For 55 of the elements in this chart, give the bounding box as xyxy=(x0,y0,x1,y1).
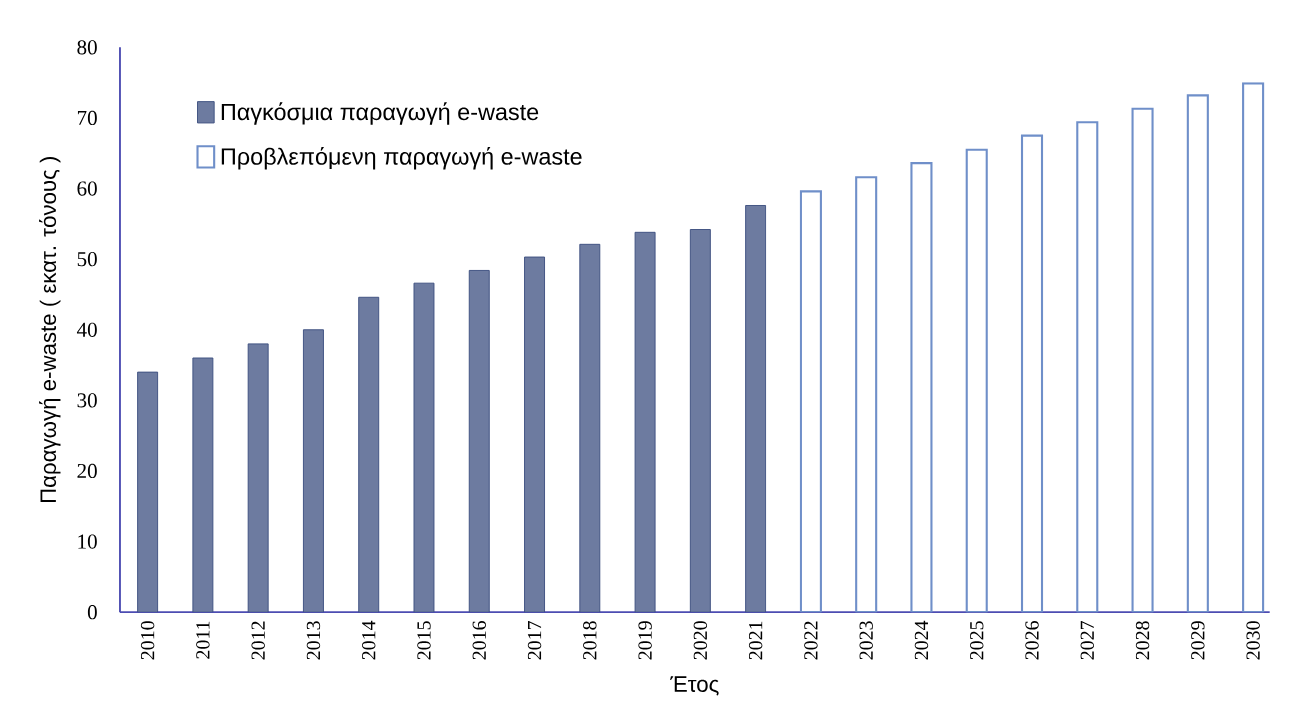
bar xyxy=(910,162,933,613)
x-axis-title: Έτος xyxy=(670,676,719,696)
bar xyxy=(1076,121,1099,613)
x-tick-label: 2020 xyxy=(693,621,708,660)
bar xyxy=(1020,134,1044,613)
y-tick-label: 30 xyxy=(77,393,97,408)
x-tick-label: 2023 xyxy=(859,621,873,660)
legend-label: Προβλεπόμενη παραγωγή e-waste xyxy=(221,146,582,170)
legend-label: Παγκόσμια παραγωγή e-waste xyxy=(221,102,539,125)
y-tick-label: 50 xyxy=(77,251,97,267)
y-tick-label: 60 xyxy=(77,181,97,196)
x-tick-label: 2029 xyxy=(1191,621,1205,660)
x-tick-label: 2012 xyxy=(251,621,265,660)
y-tick-label: 0 xyxy=(87,604,97,620)
bar xyxy=(413,282,435,613)
y-tick-label: 20 xyxy=(77,463,97,479)
x-tick-label: 2024 xyxy=(914,620,929,660)
x-tick-label: 2021 xyxy=(748,621,763,660)
bar xyxy=(1131,107,1154,613)
y-tick-label: 80 xyxy=(77,40,97,55)
y-axis-title: Παραγωγή e-waste ( εκατ. τόνους ) xyxy=(39,156,61,503)
y-tick-label: 10 xyxy=(78,534,97,549)
y-tick-label: 40 xyxy=(76,322,97,337)
bar xyxy=(634,231,656,613)
bar xyxy=(468,269,490,613)
bar xyxy=(524,256,546,613)
x-tick-label: 2030 xyxy=(1246,621,1260,660)
x-tick-label: 2011 xyxy=(196,621,210,659)
x-tick-label: 2014 xyxy=(362,620,376,660)
bar xyxy=(689,228,711,613)
x-tick-label: 2017 xyxy=(527,620,542,660)
x-tick-label: 2013 xyxy=(306,621,321,660)
bar xyxy=(745,204,767,613)
bar xyxy=(192,357,214,613)
x-tick-label: 2022 xyxy=(804,621,818,660)
x-tick-label: 2027 xyxy=(1080,620,1094,660)
bar xyxy=(302,329,324,613)
x-tick-label: 2026 xyxy=(1025,620,1039,660)
bar xyxy=(1242,82,1265,613)
x-tick-label: 2019 xyxy=(638,621,652,660)
x-tick-label: 2010 xyxy=(140,621,155,660)
bar xyxy=(1186,94,1209,613)
y-tick-label: 70 xyxy=(77,110,97,126)
bar xyxy=(579,243,601,613)
x-tick-label: 2016 xyxy=(472,620,486,660)
bar xyxy=(965,148,988,613)
x-tick-label: 2028 xyxy=(1135,621,1150,660)
x-tick-label: 2018 xyxy=(583,621,597,660)
bar xyxy=(358,296,380,613)
bar xyxy=(799,190,822,613)
x-tick-label: 2015 xyxy=(417,621,431,660)
bar xyxy=(855,176,878,613)
x-tick-label: 2025 xyxy=(970,621,984,660)
bar xyxy=(137,371,159,613)
bar xyxy=(247,343,269,613)
